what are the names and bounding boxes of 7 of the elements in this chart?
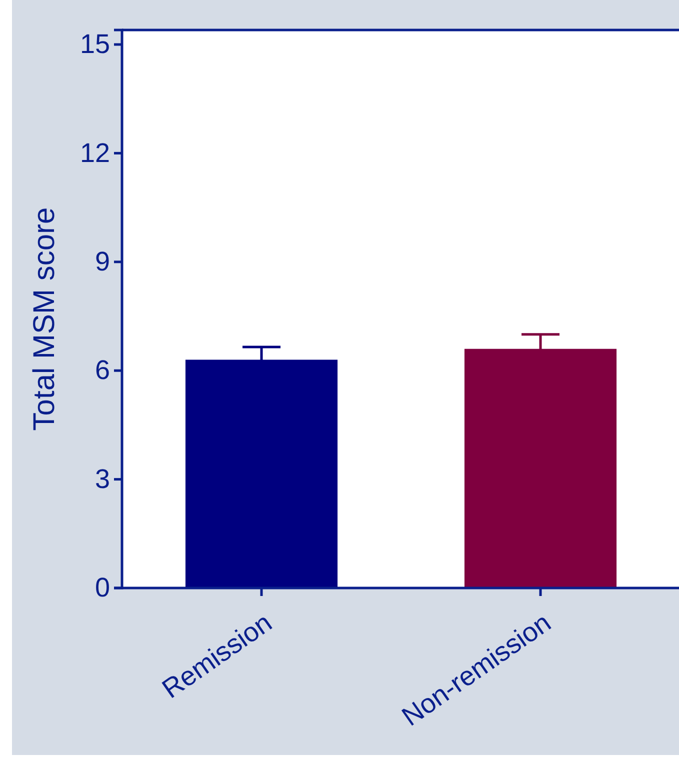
y-tick-label: 0 <box>94 572 110 603</box>
y-axis-title: Total MSM score <box>28 207 61 431</box>
y-tick-label: 15 <box>80 29 110 60</box>
y-tick-label: 9 <box>94 246 110 277</box>
y-tick-label: 6 <box>94 355 110 386</box>
y-tick-label: 12 <box>80 138 110 168</box>
y-tick-label: 3 <box>94 464 110 494</box>
